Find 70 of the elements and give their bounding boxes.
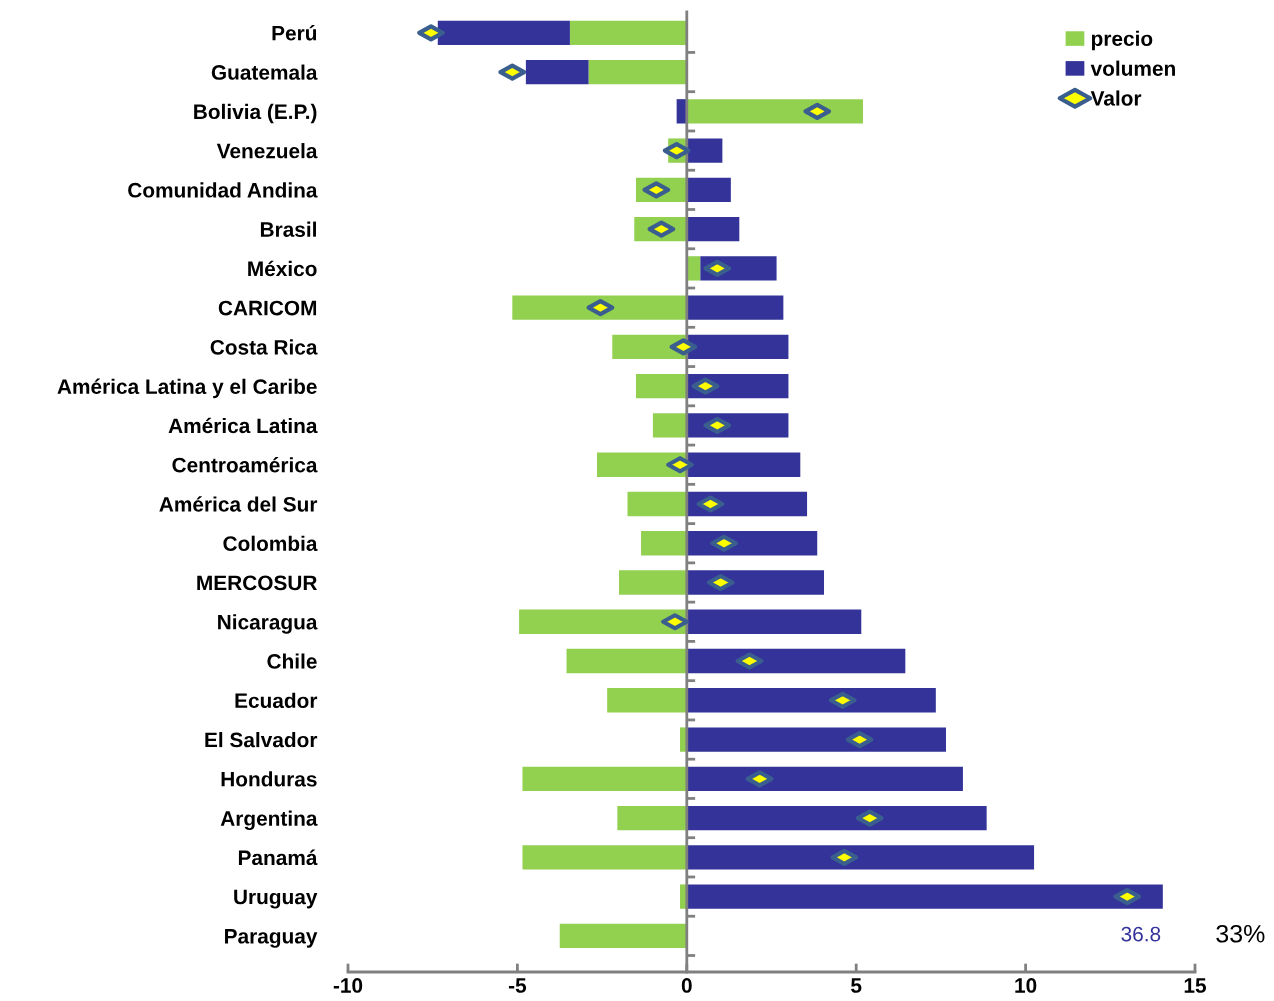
y-tick-label: América Latina y el Caribe	[57, 378, 317, 399]
x-tick-label: 10	[1015, 978, 1037, 993]
y-tick-label: Costa Rica	[210, 339, 318, 355]
bar	[607, 688, 687, 713]
y-tick-label: Panamá	[238, 849, 318, 866]
bar	[686, 648, 906, 674]
bar	[686, 845, 1035, 870]
x-tick-label: -10	[333, 978, 363, 993]
bar	[437, 20, 570, 45]
bar	[566, 648, 687, 674]
bar	[627, 491, 687, 517]
x-tick-label: 15	[1184, 978, 1207, 993]
bar	[686, 805, 987, 831]
bar	[686, 766, 963, 791]
y-tick-label: MERCOSUR	[197, 575, 318, 591]
bar	[686, 256, 701, 281]
x-tick-label: 0	[681, 978, 692, 993]
x-tick-label: -5	[508, 978, 527, 993]
y-tick-label: CARICOM	[218, 300, 317, 316]
y-tick-label: Nicaragua	[218, 614, 318, 634]
y-tick-label: Paraguay	[225, 929, 318, 948]
y-tick-label: México	[248, 260, 317, 277]
bar	[686, 727, 946, 752]
bar	[686, 688, 936, 713]
y-tick-label: Ecuador	[235, 692, 318, 709]
y-tick-label: Colombia	[223, 535, 318, 551]
legend-label: Valor	[1090, 90, 1142, 106]
bar	[522, 845, 687, 870]
bar	[686, 570, 825, 595]
text: 33%	[1216, 924, 1265, 943]
y-tick-label: Brasil	[260, 221, 316, 237]
bar	[559, 923, 687, 949]
y-tick-label: Bolivia (E.P.)	[194, 103, 317, 124]
bar	[635, 374, 687, 399]
bar	[686, 609, 862, 634]
bar	[686, 334, 789, 360]
bar	[525, 59, 589, 85]
bar	[619, 570, 687, 595]
y-tick-label: El Salvador	[205, 732, 318, 748]
bar	[519, 609, 687, 634]
y-tick-label: Venezuela	[216, 143, 318, 159]
bar	[652, 413, 687, 438]
bar	[588, 59, 687, 85]
y-tick-label: Comunidad Andina	[128, 182, 318, 198]
bar	[686, 138, 723, 163]
bar	[522, 766, 687, 791]
y-tick-label: Honduras	[221, 771, 317, 787]
bar	[686, 295, 784, 320]
y-tick-label: América Latina	[168, 417, 318, 434]
y-tick-label: América del Sur	[159, 496, 318, 512]
y-tick-label: Chile	[267, 653, 317, 669]
y-tick-label: Uruguay	[234, 889, 318, 909]
bar	[686, 216, 740, 242]
annotation: 36.8	[1121, 926, 1161, 942]
bar	[686, 884, 1163, 909]
bar	[686, 99, 863, 124]
y-tick-label: Centroamérica	[172, 456, 318, 473]
y-tick-label: Guatemala	[211, 64, 318, 80]
y-tick-label: Perú	[272, 25, 317, 41]
legend-label: volumen	[1090, 60, 1175, 76]
bar	[641, 531, 687, 556]
bar	[686, 531, 818, 556]
y-tick-label: Argentina	[220, 810, 318, 831]
bar	[617, 805, 687, 831]
bar	[686, 177, 731, 203]
bar	[686, 452, 801, 477]
bar	[569, 20, 687, 45]
x-tick-label: 5	[851, 978, 862, 993]
bar	[512, 295, 687, 320]
legend-label: precio	[1091, 30, 1153, 51]
